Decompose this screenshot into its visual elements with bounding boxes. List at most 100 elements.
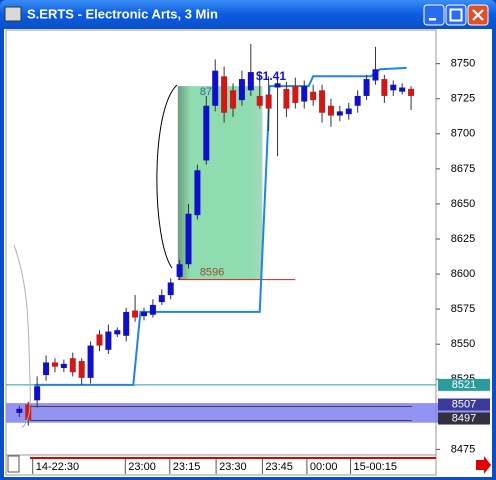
candle — [25, 401, 32, 426]
candle — [336, 105, 343, 122]
close-button[interactable] — [467, 4, 489, 26]
zone-bottom-label: 8596 — [200, 267, 224, 279]
candle-body — [372, 69, 379, 81]
candle-body — [247, 72, 254, 91]
x-axis-bar — [5, 454, 437, 476]
candle — [399, 83, 406, 95]
candle-body — [319, 90, 326, 113]
candle — [408, 86, 415, 110]
candle — [34, 376, 41, 408]
candle-body — [238, 79, 245, 101]
candle-body — [69, 358, 76, 373]
minimize-button[interactable] — [423, 4, 445, 26]
y-tick-label: 8475 — [451, 443, 475, 455]
candle — [167, 278, 174, 300]
candle-body — [78, 361, 85, 378]
x-tick-label: 23:15 — [173, 461, 201, 473]
price-label: 8497 — [452, 412, 476, 424]
candle-body — [167, 282, 174, 296]
candle — [319, 84, 326, 123]
candle-body — [194, 170, 201, 216]
price-label-box — [438, 412, 490, 425]
candle-body — [132, 310, 139, 318]
x-tick-label: 15-00:15 — [354, 461, 397, 473]
title-bar — [0, 0, 496, 29]
candle-body — [336, 111, 343, 116]
candle-body — [43, 362, 50, 376]
candle-body — [105, 331, 112, 350]
y-tick-label: 8725 — [451, 93, 475, 105]
candle-body — [60, 363, 67, 369]
candle — [132, 295, 139, 322]
candle-body — [114, 330, 121, 335]
candle — [123, 307, 130, 342]
candle — [292, 77, 299, 109]
candle — [87, 341, 94, 384]
price-label-box — [438, 398, 490, 411]
candle-body — [203, 105, 210, 161]
candle — [16, 405, 23, 418]
window-title: S.ERTS - Electronic Arts, 3 Min — [27, 6, 218, 21]
candle-body — [292, 86, 299, 103]
candle — [372, 46, 379, 85]
price-label-box — [438, 378, 490, 391]
candle — [43, 355, 50, 381]
candle — [105, 324, 112, 355]
y-tick-label: 8575 — [451, 303, 475, 315]
candle — [212, 59, 219, 112]
candle — [283, 81, 290, 117]
band — [6, 403, 490, 423]
candle-body — [123, 311, 130, 336]
candle-body — [25, 404, 32, 420]
candle — [247, 44, 254, 96]
y-tick-label: 8675 — [451, 163, 475, 175]
candle-body — [354, 95, 361, 106]
price-label: 8521 — [452, 379, 476, 391]
candle — [256, 76, 263, 109]
candle — [381, 74, 388, 103]
candle-body — [363, 79, 370, 96]
y-tick-label: 8700 — [451, 128, 475, 140]
candle-body — [310, 91, 317, 101]
candle-body — [51, 362, 58, 367]
x-tick-label: 14-22:30 — [36, 461, 79, 473]
candle — [310, 84, 317, 106]
candle — [140, 307, 147, 321]
candle — [354, 90, 361, 113]
candle — [69, 352, 76, 377]
candle — [158, 289, 165, 305]
maximize-button[interactable] — [445, 4, 467, 26]
scroll-box[interactable] — [7, 455, 20, 473]
candle — [363, 74, 370, 101]
candle-body — [221, 76, 228, 113]
candle-body — [87, 345, 94, 378]
candle-body — [301, 86, 308, 102]
candle-body — [16, 408, 23, 413]
candle — [230, 83, 237, 117]
candle-body — [96, 334, 103, 346]
candle — [327, 98, 334, 127]
candle-body — [176, 264, 183, 277]
candle-body — [265, 94, 272, 109]
y-tick-label: 8600 — [451, 268, 475, 280]
arc-drawing — [156, 84, 178, 269]
scroll-arrow[interactable] — [476, 456, 491, 474]
candle-body — [408, 88, 415, 96]
candle-body — [345, 108, 352, 115]
candle-body — [399, 87, 406, 92]
y-tick-label: 8650 — [451, 198, 475, 210]
candle — [60, 359, 67, 373]
profit-annotation: $1.41 — [256, 69, 286, 83]
candle — [149, 299, 156, 318]
zone — [177, 86, 263, 280]
candle-body — [185, 213, 192, 265]
y-tick-label: 8625 — [451, 233, 475, 245]
candle — [274, 77, 281, 157]
price-label: 8507 — [452, 398, 476, 410]
candle-body — [158, 295, 165, 303]
x-tick-label: 23:30 — [219, 461, 247, 473]
candle — [221, 66, 228, 123]
candle — [78, 358, 85, 385]
candle — [185, 203, 192, 269]
indicator-curve — [13, 244, 31, 429]
